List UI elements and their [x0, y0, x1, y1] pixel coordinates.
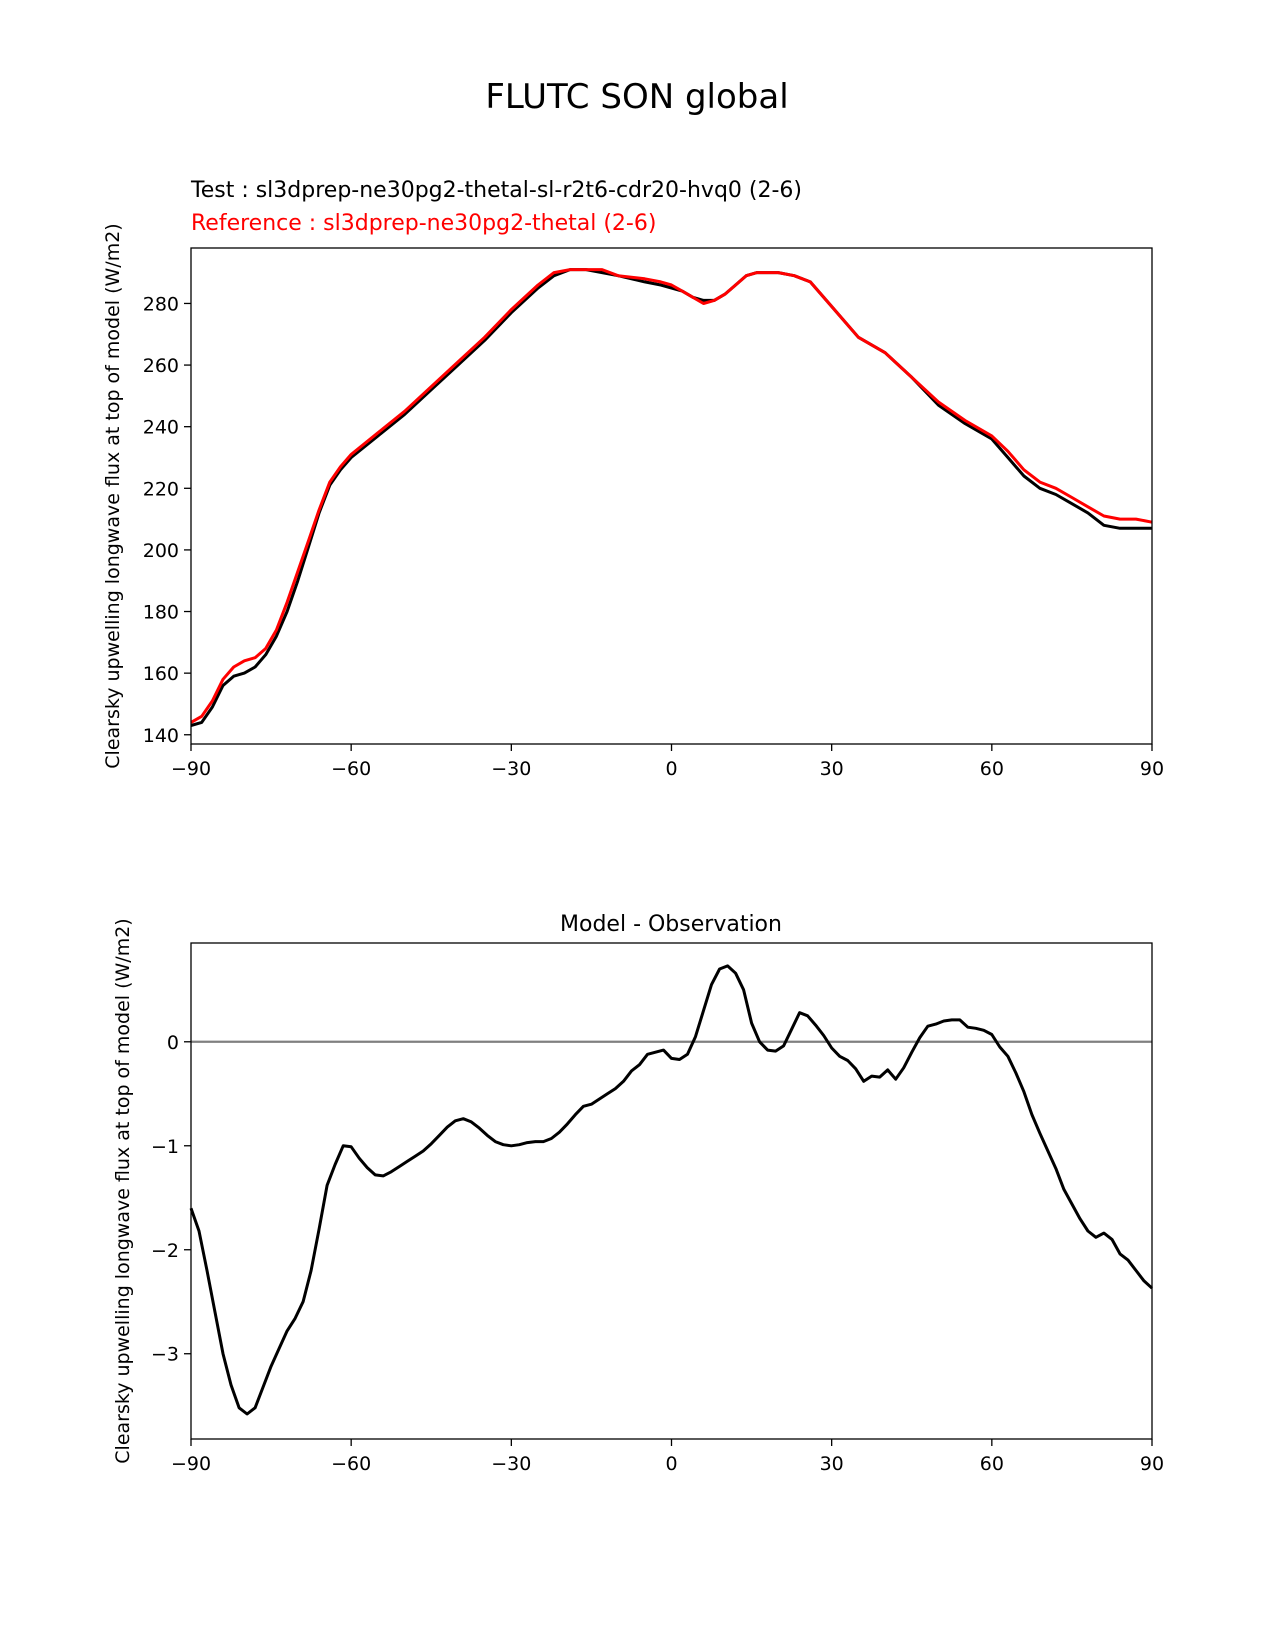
x-tick-label: 30: [820, 758, 844, 780]
y-tick-label: 200: [143, 540, 179, 562]
top-y-axis-label: Clearsky upwelling longwave flux at top …: [102, 223, 124, 768]
top-panel: Test : sl3dprep-ne30pg2-thetal-sl-r2t6-c…: [102, 178, 1164, 780]
y-tick-label: 220: [143, 478, 179, 500]
test-label: Test : sl3dprep-ne30pg2-thetal-sl-r2t6-c…: [190, 178, 802, 203]
x-tick-label: 90: [1140, 1453, 1164, 1475]
bottom-plot-frame: [190, 942, 1153, 1440]
x-tick-label: 90: [1140, 758, 1164, 780]
x-tick-label: 30: [820, 1453, 844, 1475]
bottom-panel-title: Model - Observation: [560, 912, 782, 937]
series-line-model-observation: [189, 964, 1154, 1416]
figure-title: FLUTC SON global: [485, 77, 788, 117]
x-tick-label: −30: [491, 1453, 531, 1475]
top-plot-frame: [190, 247, 1153, 745]
y-tick-label: 260: [143, 355, 179, 377]
y-tick-label: 160: [143, 663, 179, 685]
series-line-test: [190, 268, 1152, 727]
y-tick-label: 140: [143, 725, 179, 747]
y-tick-label: 180: [143, 602, 179, 624]
bottom-panel: Model - Observation −90 −60 −30 0 30 60 90 −3 −2…: [112, 912, 1164, 1475]
series-line-reference: [190, 268, 1153, 724]
x-tick-label: −60: [331, 758, 371, 780]
y-tick-label: −3: [151, 1344, 179, 1366]
x-tick-label: −30: [491, 758, 531, 780]
y-tick-label: 240: [143, 417, 179, 439]
bottom-y-axis-label: Clearsky upwelling longwave flux at top …: [112, 918, 134, 1463]
x-tick-label: −90: [171, 1453, 211, 1475]
x-tick-label: −60: [331, 1453, 371, 1475]
y-tick-label: 280: [143, 293, 179, 315]
x-tick-label: 60: [980, 758, 1004, 780]
reference-label: Reference : sl3dprep-ne30pg2-thetal (2-6…: [191, 211, 656, 236]
x-tick-label: 60: [980, 1453, 1004, 1475]
y-tick-label: −1: [151, 1136, 179, 1158]
x-tick-label: 0: [665, 1453, 677, 1475]
y-tick-label: 0: [167, 1032, 179, 1054]
y-tick-label: −2: [151, 1240, 179, 1262]
x-tick-label: 0: [665, 758, 677, 780]
x-tick-label: −90: [171, 758, 211, 780]
